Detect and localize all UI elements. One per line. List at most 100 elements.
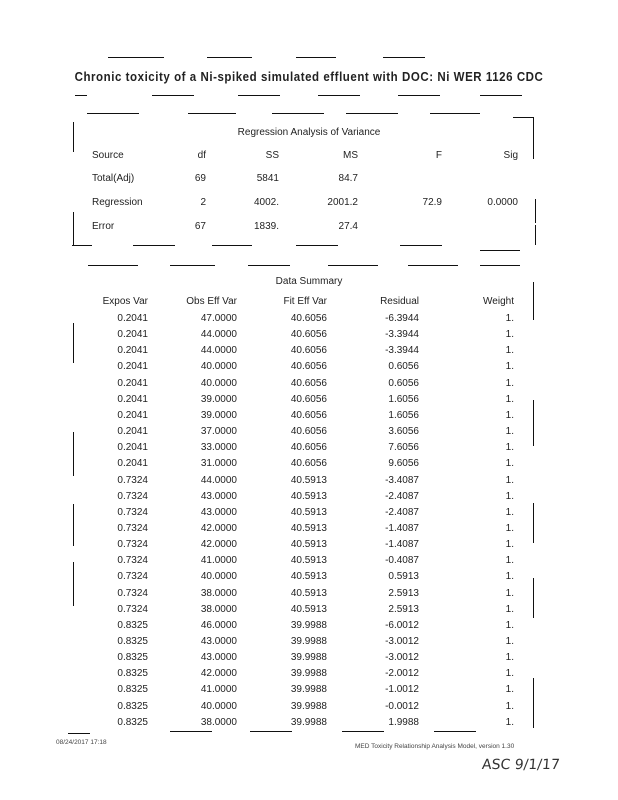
summary-row-cell: 42.0000: [200, 539, 237, 551]
summary-row-cell: 40.6056: [290, 426, 327, 438]
anova-heading: Regression Analysis of Variance: [237, 127, 381, 138]
summary-row-cell: -6.3944: [385, 313, 419, 324]
scan-dash: [513, 117, 533, 118]
summary-row: 0.2041 40.0000 40.6056 0.6056 1.: [0, 378, 618, 392]
summary-row-cell: 37.0000: [200, 426, 237, 438]
summary-row: 0.2041 33.0000 40.6056 7.6056 1.: [0, 442, 618, 456]
summary-row-cell: -1.4087: [385, 522, 419, 534]
scan-dash: [170, 265, 215, 266]
summary-row-cell: 40.5913: [290, 490, 327, 502]
summary-row-cell: 0.2041: [117, 426, 148, 438]
summary-row-cell: 0.2041: [117, 442, 148, 454]
summary-row-cell: -2.0012: [385, 668, 419, 680]
summary-row-cell: 44.0000: [200, 474, 237, 486]
summary-row-cell: 40.5913: [290, 539, 327, 551]
summary-row-cell: 1.: [505, 442, 514, 454]
summary-header-row-cell: Expos Var: [102, 296, 148, 307]
summary-row: 0.7324 42.0000 40.5913 -1.4087 1.: [0, 539, 618, 553]
anova-header-row-cell: Sig: [503, 150, 518, 161]
scan-mark: [73, 212, 74, 246]
summary-row-cell: 0.8325: [117, 700, 148, 712]
summary-row-cell: 43.0000: [200, 652, 237, 664]
summary-row: 0.2041 37.0000 40.6056 3.6056 1.: [0, 426, 618, 440]
summary-row: 0.2041 40.0000 40.6056 0.6056 1.: [0, 361, 618, 375]
summary-row-cell: 39.9988: [290, 652, 327, 664]
anova-row-cell: 1839.: [253, 221, 279, 232]
summary-row-cell: -0.4087: [385, 555, 419, 567]
anova-row: Regression 2 4002. 2001.2 72.9 0.0000: [0, 197, 618, 211]
scan-dash: [170, 731, 212, 732]
summary-row-cell: 1.6056: [388, 393, 419, 405]
print-datetime: 08/24/2017 17:18: [56, 739, 107, 746]
summary-row-cell: 0.2041: [117, 377, 148, 389]
summary-row-cell: -3.3944: [385, 345, 419, 357]
scan-dash: [87, 113, 139, 114]
scan-dash: [133, 245, 175, 246]
summary-row-cell: 0.7324: [117, 522, 148, 534]
summary-row-cell: 1.: [505, 490, 514, 502]
summary-row-cell: 0.2041: [117, 329, 148, 341]
summary-row-cell: 0.6056: [388, 377, 419, 389]
scan-dash: [480, 95, 522, 96]
summary-row-cell: 1.: [505, 506, 514, 518]
anova-header-row-cell: Source: [92, 150, 124, 161]
scan-dash: [328, 265, 378, 266]
summary-row-cell: 39.9988: [290, 716, 327, 728]
summary-row-cell: 40.5913: [290, 603, 327, 615]
summary-row-cell: 43.0000: [200, 636, 237, 647]
summary-heading: Data Summary: [275, 276, 343, 287]
program-name: MED Toxicity Relationship Analysis Model…: [355, 743, 515, 750]
anova-row-cell: 69: [194, 173, 206, 184]
anova-row: Total(Adj) 69 5841 84.7: [0, 173, 618, 187]
summary-row-cell: 40.0000: [200, 571, 237, 583]
summary-row-cell: -3.3944: [385, 329, 419, 341]
summary-row-cell: 42.0000: [200, 668, 237, 680]
scan-dash: [207, 57, 252, 58]
summary-row-cell: 0.7324: [117, 474, 148, 486]
anova-row-cell: Regression: [92, 197, 143, 208]
anova-row-cell: 84.7: [338, 173, 358, 184]
summary-row: 0.7324 41.0000 40.5913 -0.4087 1.: [0, 555, 618, 569]
summary-row-cell: 31.0000: [200, 458, 237, 470]
summary-row-cell: -1.4087: [385, 539, 419, 551]
summary-row-cell: 38.0000: [200, 587, 237, 599]
anova-row-cell: 2001.2: [327, 197, 358, 208]
summary-row-cell: 43.0000: [200, 490, 237, 502]
scan-mark: [73, 562, 74, 606]
summary-row-cell: 1.: [505, 329, 514, 341]
summary-row-cell: -1.0012: [385, 684, 419, 696]
summary-row: 0.2041 39.0000 40.6056 1.6056 1.: [0, 410, 618, 424]
scan-dash: [75, 95, 87, 96]
scan-mark: [73, 323, 74, 363]
summary-row-cell: 40.0000: [200, 361, 237, 373]
summary-row-cell: 1.: [505, 587, 514, 599]
summary-row: 0.2041 47.0000 40.6056 -6.3944 1.: [0, 313, 618, 327]
anova-header-row-cell: F: [435, 150, 442, 161]
scan-dash: [272, 113, 324, 114]
scan-dash: [342, 731, 384, 732]
summary-row-cell: 1.: [505, 377, 514, 389]
summary-row: 0.2041 44.0000 40.6056 -3.3944 1.: [0, 329, 618, 343]
summary-row: 0.7324 38.0000 40.5913 2.5913 1.: [0, 604, 618, 618]
summary-row: 0.8325 38.0000 39.9988 1.9988 1.: [0, 717, 618, 731]
summary-row-cell: 41.0000: [200, 555, 237, 567]
summary-row-cell: 1.: [505, 313, 514, 324]
scan-mark: [73, 504, 74, 546]
summary-row-cell: 2.5913: [388, 587, 419, 599]
summary-row-cell: -3.4087: [385, 474, 419, 486]
anova-row: Error 67 1839. 27.4: [0, 221, 618, 235]
scan-dash: [68, 733, 90, 734]
summary-row-cell: 44.0000: [200, 345, 237, 357]
summary-row-cell: 40.5913: [290, 506, 327, 518]
summary-row: 0.8325 46.0000 39.9988 -6.0012 1.: [0, 620, 618, 634]
summary-row-cell: 39.9988: [290, 619, 327, 631]
summary-row-cell: 39.9988: [290, 636, 327, 647]
summary-row-cell: -3.0012: [385, 636, 419, 647]
summary-row-cell: 40.6056: [290, 458, 327, 470]
summary-row-cell: 1.: [505, 652, 514, 664]
summary-row-cell: 40.6056: [290, 409, 327, 421]
scan-mark: [73, 122, 74, 152]
summary-row-cell: 1.: [505, 636, 514, 647]
scan-dash: [238, 95, 280, 96]
